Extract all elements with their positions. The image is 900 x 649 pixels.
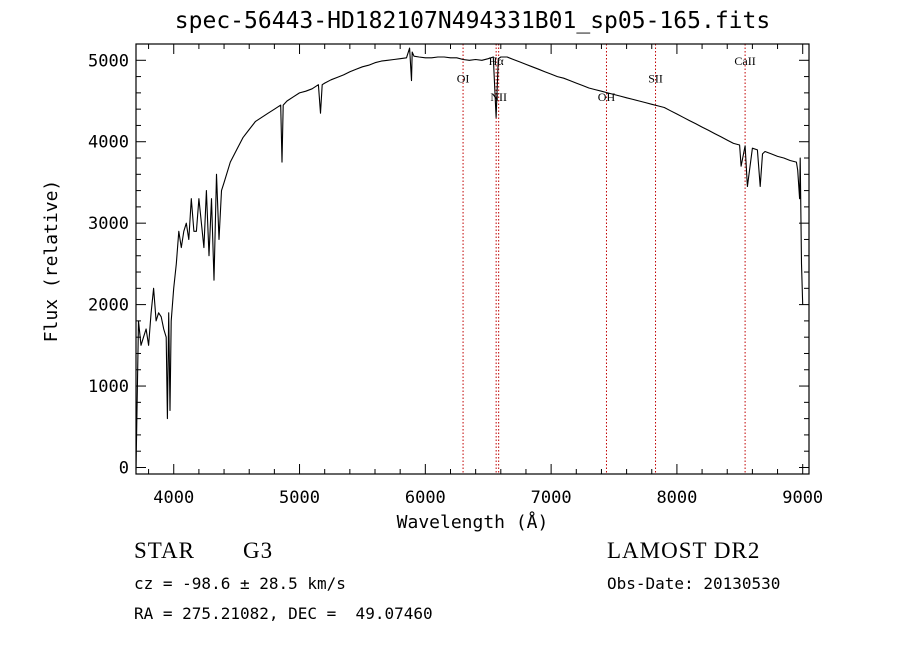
x-tick-label: 6000 (405, 488, 446, 508)
x-tick-label: 9000 (782, 488, 823, 508)
annotation-oi: OI (457, 71, 470, 85)
x-tick-label: 5000 (279, 488, 320, 508)
x-axis-label: Wavelength (Å) (397, 511, 549, 533)
annotation-sii: SII (648, 71, 663, 85)
x-tick-label: 8000 (656, 488, 697, 508)
y-tick-label: 2000 (88, 296, 129, 316)
annotation-oh: OH (598, 90, 616, 104)
chart-title: spec-56443-HD182107N494331B01_sp05-165.f… (174, 8, 771, 34)
annotation-hα: Hα (489, 54, 505, 68)
series-layer (135, 47, 804, 470)
redshift-text: cz = -98.6 ± 28.5 km/s (134, 574, 346, 593)
y-tick-label: 4000 (88, 133, 129, 153)
annotation-labels: OI Hα NII OH SII CaII (457, 54, 756, 104)
annotation-nii: NII (490, 90, 507, 104)
x-tick-label: 7000 (531, 488, 572, 508)
object-subclass: G3 (243, 538, 274, 563)
object-class: STAR (134, 538, 195, 563)
y-tick-label: 1000 (88, 377, 129, 397)
annotation-caii: CaII (734, 54, 755, 68)
spectrum-line (135, 47, 804, 470)
x-tick-label: 4000 (153, 488, 194, 508)
coords-text: RA = 275.21082, DEC = 49.07460 (134, 604, 433, 623)
y-axis-label: Flux (relative) (41, 180, 62, 343)
y-tick-label: 5000 (88, 51, 129, 71)
survey-name: LAMOST DR2 (607, 538, 761, 563)
plot-frame (135, 43, 810, 475)
marker-lines (462, 44, 746, 474)
axis-ticks: 4000 5000 6000 7000 8000 9000 0 1000 2000 3000 400… (88, 43, 823, 508)
obs-date-text: Obs-Date: 20130530 (607, 574, 781, 593)
y-tick-label: 3000 (88, 214, 129, 234)
y-tick-label: 0 (119, 458, 129, 478)
